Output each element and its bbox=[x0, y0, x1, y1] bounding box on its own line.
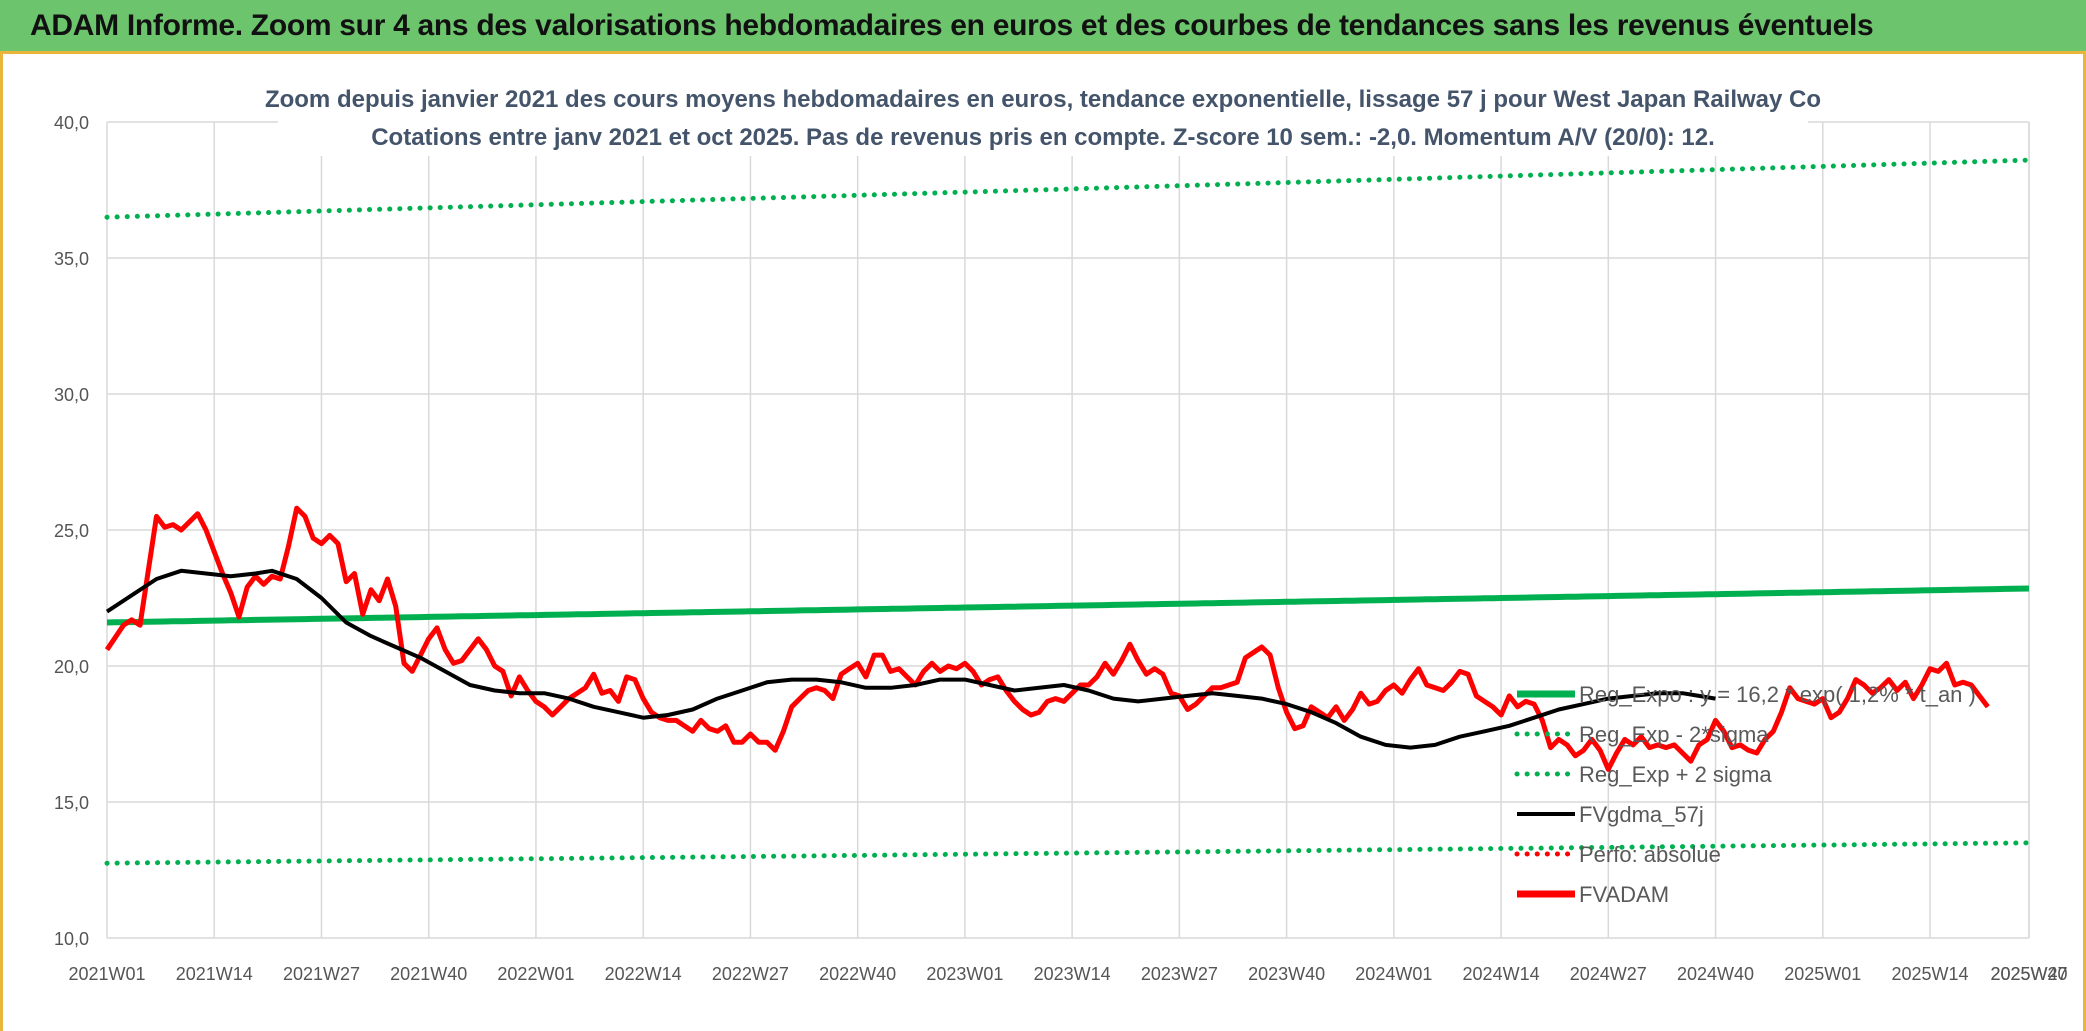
x-tick-label: 2025W27 bbox=[1990, 964, 2067, 984]
x-tick-label: 2023W01 bbox=[926, 964, 1003, 984]
y-tick-label: 40,0 bbox=[54, 113, 89, 133]
x-tick-label: 2022W14 bbox=[605, 964, 682, 984]
series-reg-expo bbox=[106, 585, 2030, 626]
legend-item-perfo: Perfo: absolue bbox=[1514, 842, 1721, 867]
axis-labels: 10,0 15,0 20,0 25,0 30,0 35,0 40,0 2021W01 2021W… bbox=[54, 113, 2068, 984]
x-tick-label: 2021W01 bbox=[68, 964, 145, 984]
series-reg-exp-plus-2-sigma bbox=[104, 157, 2032, 220]
x-tick-label: 2024W01 bbox=[1355, 964, 1432, 984]
x-tick-label: 2021W14 bbox=[176, 964, 253, 984]
title-background bbox=[278, 74, 1808, 156]
series-lines bbox=[104, 157, 2032, 866]
x-tick-label: 2023W27 bbox=[1141, 964, 1218, 984]
legend-item-fvgdma: FVgdma_57j bbox=[1517, 802, 1704, 827]
x-tick-label: 2024W14 bbox=[1463, 964, 1540, 984]
x-tick-label: 2022W40 bbox=[819, 964, 896, 984]
series-reg-exp-minus-2-sigma bbox=[104, 840, 2032, 866]
chart-title: Zoom depuis janvier 2021 des cours moyen… bbox=[265, 86, 1821, 113]
y-tick-label: 25,0 bbox=[54, 521, 89, 541]
series-fvgdma-57j bbox=[105, 568, 1716, 750]
legend-label: Perfo: absolue bbox=[1579, 842, 1721, 867]
legend-label: Reg_Exp - 2*sigma bbox=[1579, 722, 1769, 747]
legend-label: Reg_Exp + 2 sigma bbox=[1579, 762, 1772, 787]
x-tick-label: 2023W40 bbox=[1248, 964, 1325, 984]
report-title: ADAM Informe. Zoom sur 4 ans des valoris… bbox=[30, 9, 1874, 42]
line-chart: Zoom depuis janvier 2021 des cours moyen… bbox=[54, 74, 2068, 984]
x-tick-label: 2025W40 bbox=[1990, 964, 2067, 984]
chart-subtitle: Cotations entre janv 2021 et oct 2025. P… bbox=[371, 124, 1715, 151]
legend-label: FVgdma_57j bbox=[1579, 802, 1704, 827]
chart-title-block: Zoom depuis janvier 2021 des cours moyen… bbox=[265, 74, 1821, 156]
legend-item-reg-exp-plus: Reg_Exp + 2 sigma bbox=[1514, 762, 1772, 787]
chart-frame: Zoom depuis janvier 2021 des cours moyen… bbox=[0, 54, 2086, 1031]
y-tick-label: 10,0 bbox=[54, 929, 89, 949]
grid-lines bbox=[106, 121, 2030, 939]
legend-item-reg-expo: Reg_Expo : y = 16,2 * exp( 1,2% * t_an ) bbox=[1517, 682, 1976, 707]
legend-item-fvadam: FVADAM bbox=[1517, 882, 1669, 907]
y-tick-label: 15,0 bbox=[54, 793, 89, 813]
y-tick-label: 20,0 bbox=[54, 657, 89, 677]
report-banner: ADAM Informe. Zoom sur 4 ans des valoris… bbox=[0, 0, 2086, 54]
x-tick-label: 2021W40 bbox=[390, 964, 467, 984]
x-tick-label: 2021W27 bbox=[283, 964, 360, 984]
x-tick-label: 2023W14 bbox=[1034, 964, 1111, 984]
x-tick-label: 2022W01 bbox=[497, 964, 574, 984]
legend-label: FVADAM bbox=[1579, 882, 1669, 907]
series-fvadam bbox=[104, 505, 1990, 772]
x-tick-label: 2022W27 bbox=[712, 964, 789, 984]
legend-item-reg-exp-minus: Reg_Exp - 2*sigma bbox=[1514, 722, 1769, 747]
legend: Reg_Expo : y = 16,2 * exp( 1,2% * t_an )… bbox=[1514, 682, 1976, 907]
x-tick-label: 2024W40 bbox=[1677, 964, 1754, 984]
legend-label: Reg_Expo : y = 16,2 * exp( 1,2% * t_an ) bbox=[1579, 682, 1976, 707]
x-tick-label: 2025W01 bbox=[1784, 964, 1861, 984]
y-tick-label: 35,0 bbox=[54, 249, 89, 269]
x-tick-label: 2025W14 bbox=[1891, 964, 1968, 984]
y-tick-label: 30,0 bbox=[54, 385, 89, 405]
x-tick-label: 2024W27 bbox=[1570, 964, 1647, 984]
